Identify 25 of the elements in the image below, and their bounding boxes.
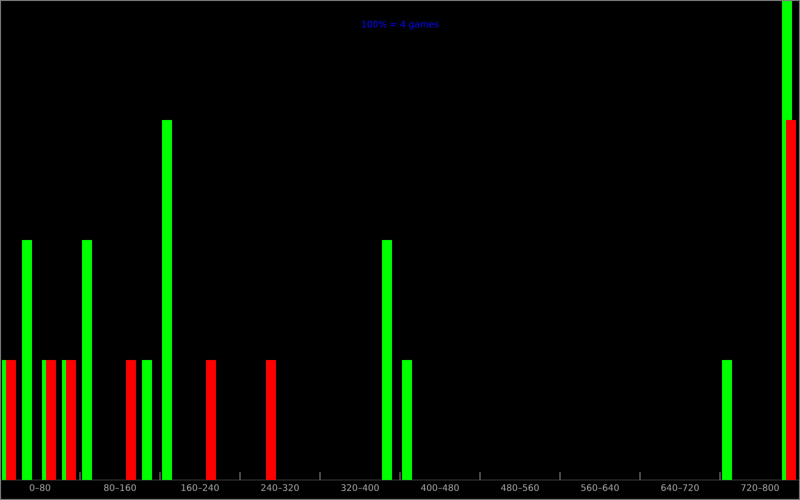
bar (162, 120, 172, 480)
bar (382, 240, 392, 480)
bar (402, 360, 412, 480)
bar (66, 360, 76, 480)
bar (126, 360, 136, 480)
bar (82, 240, 92, 480)
bar (266, 360, 276, 480)
bar (22, 240, 32, 480)
bar (722, 360, 732, 480)
x-tick-label: 400–480 (421, 484, 459, 491)
bar (786, 120, 796, 480)
bar (46, 360, 56, 480)
x-tick-label: 640–720 (661, 484, 699, 491)
x-tick-label: 720–800 (741, 484, 779, 491)
bar (206, 360, 216, 480)
bar (142, 360, 152, 480)
x-tick-label: 480–560 (501, 484, 539, 491)
x-tick-label: 0–80 (30, 484, 50, 491)
x-tick-label: 80–160 (104, 484, 136, 491)
x-tick-label: 560–640 (581, 484, 619, 491)
annotation: 100% = 4 games (362, 20, 438, 30)
x-tick-label: 320–400 (341, 484, 379, 491)
x-tick-label: 240–320 (261, 484, 299, 491)
bar (6, 360, 16, 480)
x-tick-label: 160–240 (182, 484, 219, 491)
